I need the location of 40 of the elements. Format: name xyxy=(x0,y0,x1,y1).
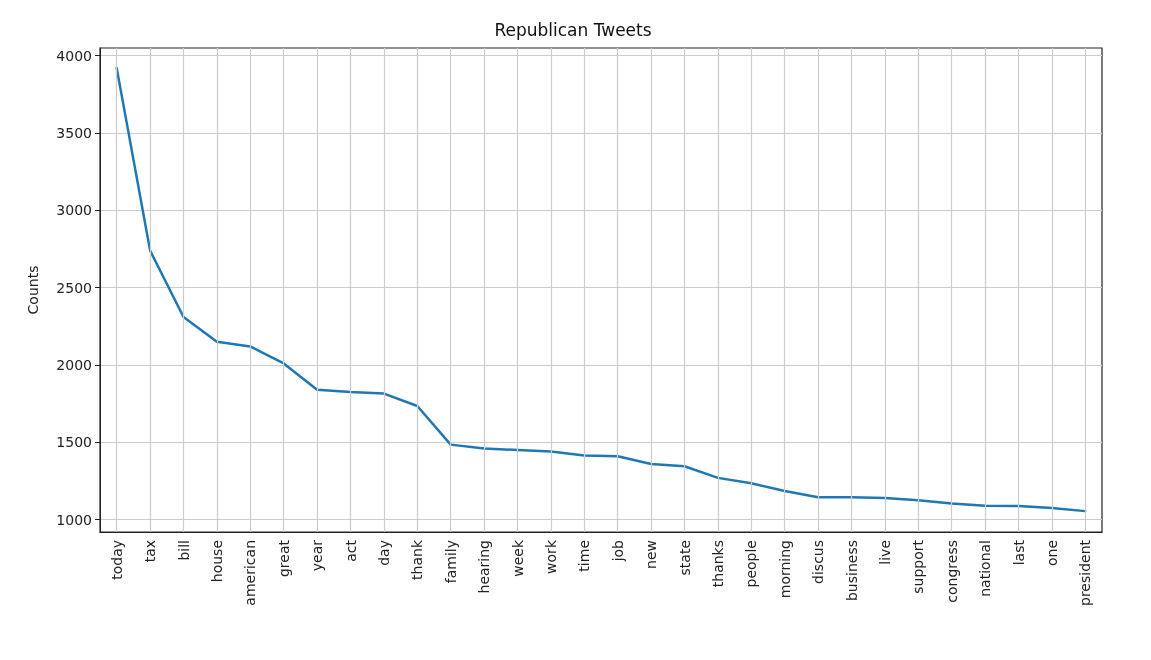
x-tick-label: national xyxy=(977,540,994,597)
x-tick-label: house xyxy=(208,540,225,583)
x-tick-label: morning xyxy=(776,540,793,599)
chart-title: Republican Tweets xyxy=(494,19,652,40)
x-tick-label: year xyxy=(309,539,326,572)
x-tick-label: support xyxy=(910,539,927,594)
x-tick-label: thanks xyxy=(709,540,726,588)
x-tick-label: family xyxy=(442,540,459,584)
x-tick-label: one xyxy=(1043,540,1060,567)
y-tick-label: 2500 xyxy=(56,279,92,296)
x-tick-label: people xyxy=(743,540,760,588)
x-tick-label: job xyxy=(609,539,626,563)
y-axis-title: Counts xyxy=(25,265,41,315)
x-tick-label: thank xyxy=(409,539,426,580)
x-tick-label: great xyxy=(275,539,292,578)
y-tick-label: 3000 xyxy=(56,202,92,219)
x-tick-label: discus xyxy=(810,540,827,584)
x-tick-label: president xyxy=(1077,539,1094,606)
y-tick-label: 1500 xyxy=(56,434,92,451)
y-tick-label: 1000 xyxy=(56,511,92,528)
x-tick-label: state xyxy=(676,540,693,576)
x-tick-label: week xyxy=(509,539,526,577)
line-series xyxy=(115,66,1087,513)
y-tick-label: 4000 xyxy=(56,47,92,64)
x-tick-label: hearing xyxy=(476,540,493,594)
x-tick-label: bill xyxy=(175,540,192,561)
x-tick-label: act xyxy=(342,539,359,562)
x-tick-label: today xyxy=(108,540,125,580)
x-tick-label: congress xyxy=(943,540,960,603)
x-tick-label: day xyxy=(375,540,392,566)
x-tick-label: new xyxy=(643,540,660,569)
x-tick-label: tax xyxy=(142,540,159,563)
x-tick-label: last xyxy=(1010,539,1027,566)
x-tick-label: time xyxy=(576,540,593,572)
y-tick-label: 3500 xyxy=(56,125,92,142)
x-tick-label: live xyxy=(876,540,893,565)
y-tick-label: 2000 xyxy=(56,357,92,373)
x-tick-label: work xyxy=(542,539,559,574)
x-tick-label: american xyxy=(242,540,259,606)
x-tick-label: business xyxy=(843,540,860,602)
